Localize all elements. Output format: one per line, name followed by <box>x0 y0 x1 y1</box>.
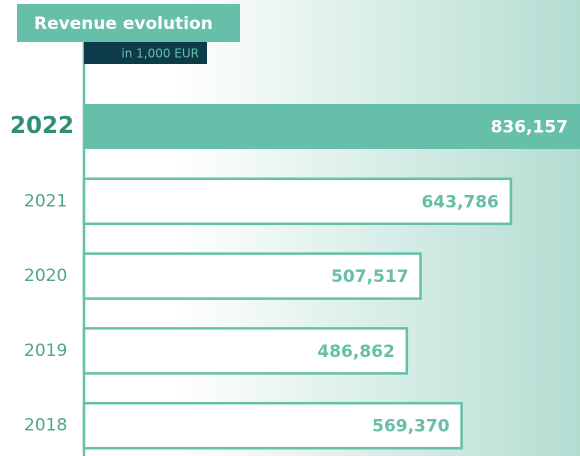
value-label: 486,862 <box>317 342 394 362</box>
value-label: 569,370 <box>372 417 450 437</box>
bar <box>82 252 422 300</box>
y-tick-label: 2019 <box>24 341 67 361</box>
bar <box>84 104 580 149</box>
value-label: 643,786 <box>421 192 498 212</box>
bar <box>82 401 463 450</box>
subtitle-box <box>84 42 207 64</box>
y-tick-label: 2020 <box>24 266 67 286</box>
value-label: 836,157 <box>491 118 568 138</box>
y-tick-label: 2022 <box>10 113 74 139</box>
chart-subtitle: in 1,000 EUR <box>121 47 199 61</box>
y-tick-label: 2021 <box>24 191 67 211</box>
bar <box>82 177 513 226</box>
bar <box>82 327 409 375</box>
value-label: 507,517 <box>331 267 408 287</box>
y-tick-label: 2018 <box>24 416 67 436</box>
chart-title: Revenue evolution <box>34 14 213 34</box>
title-box <box>17 4 240 42</box>
